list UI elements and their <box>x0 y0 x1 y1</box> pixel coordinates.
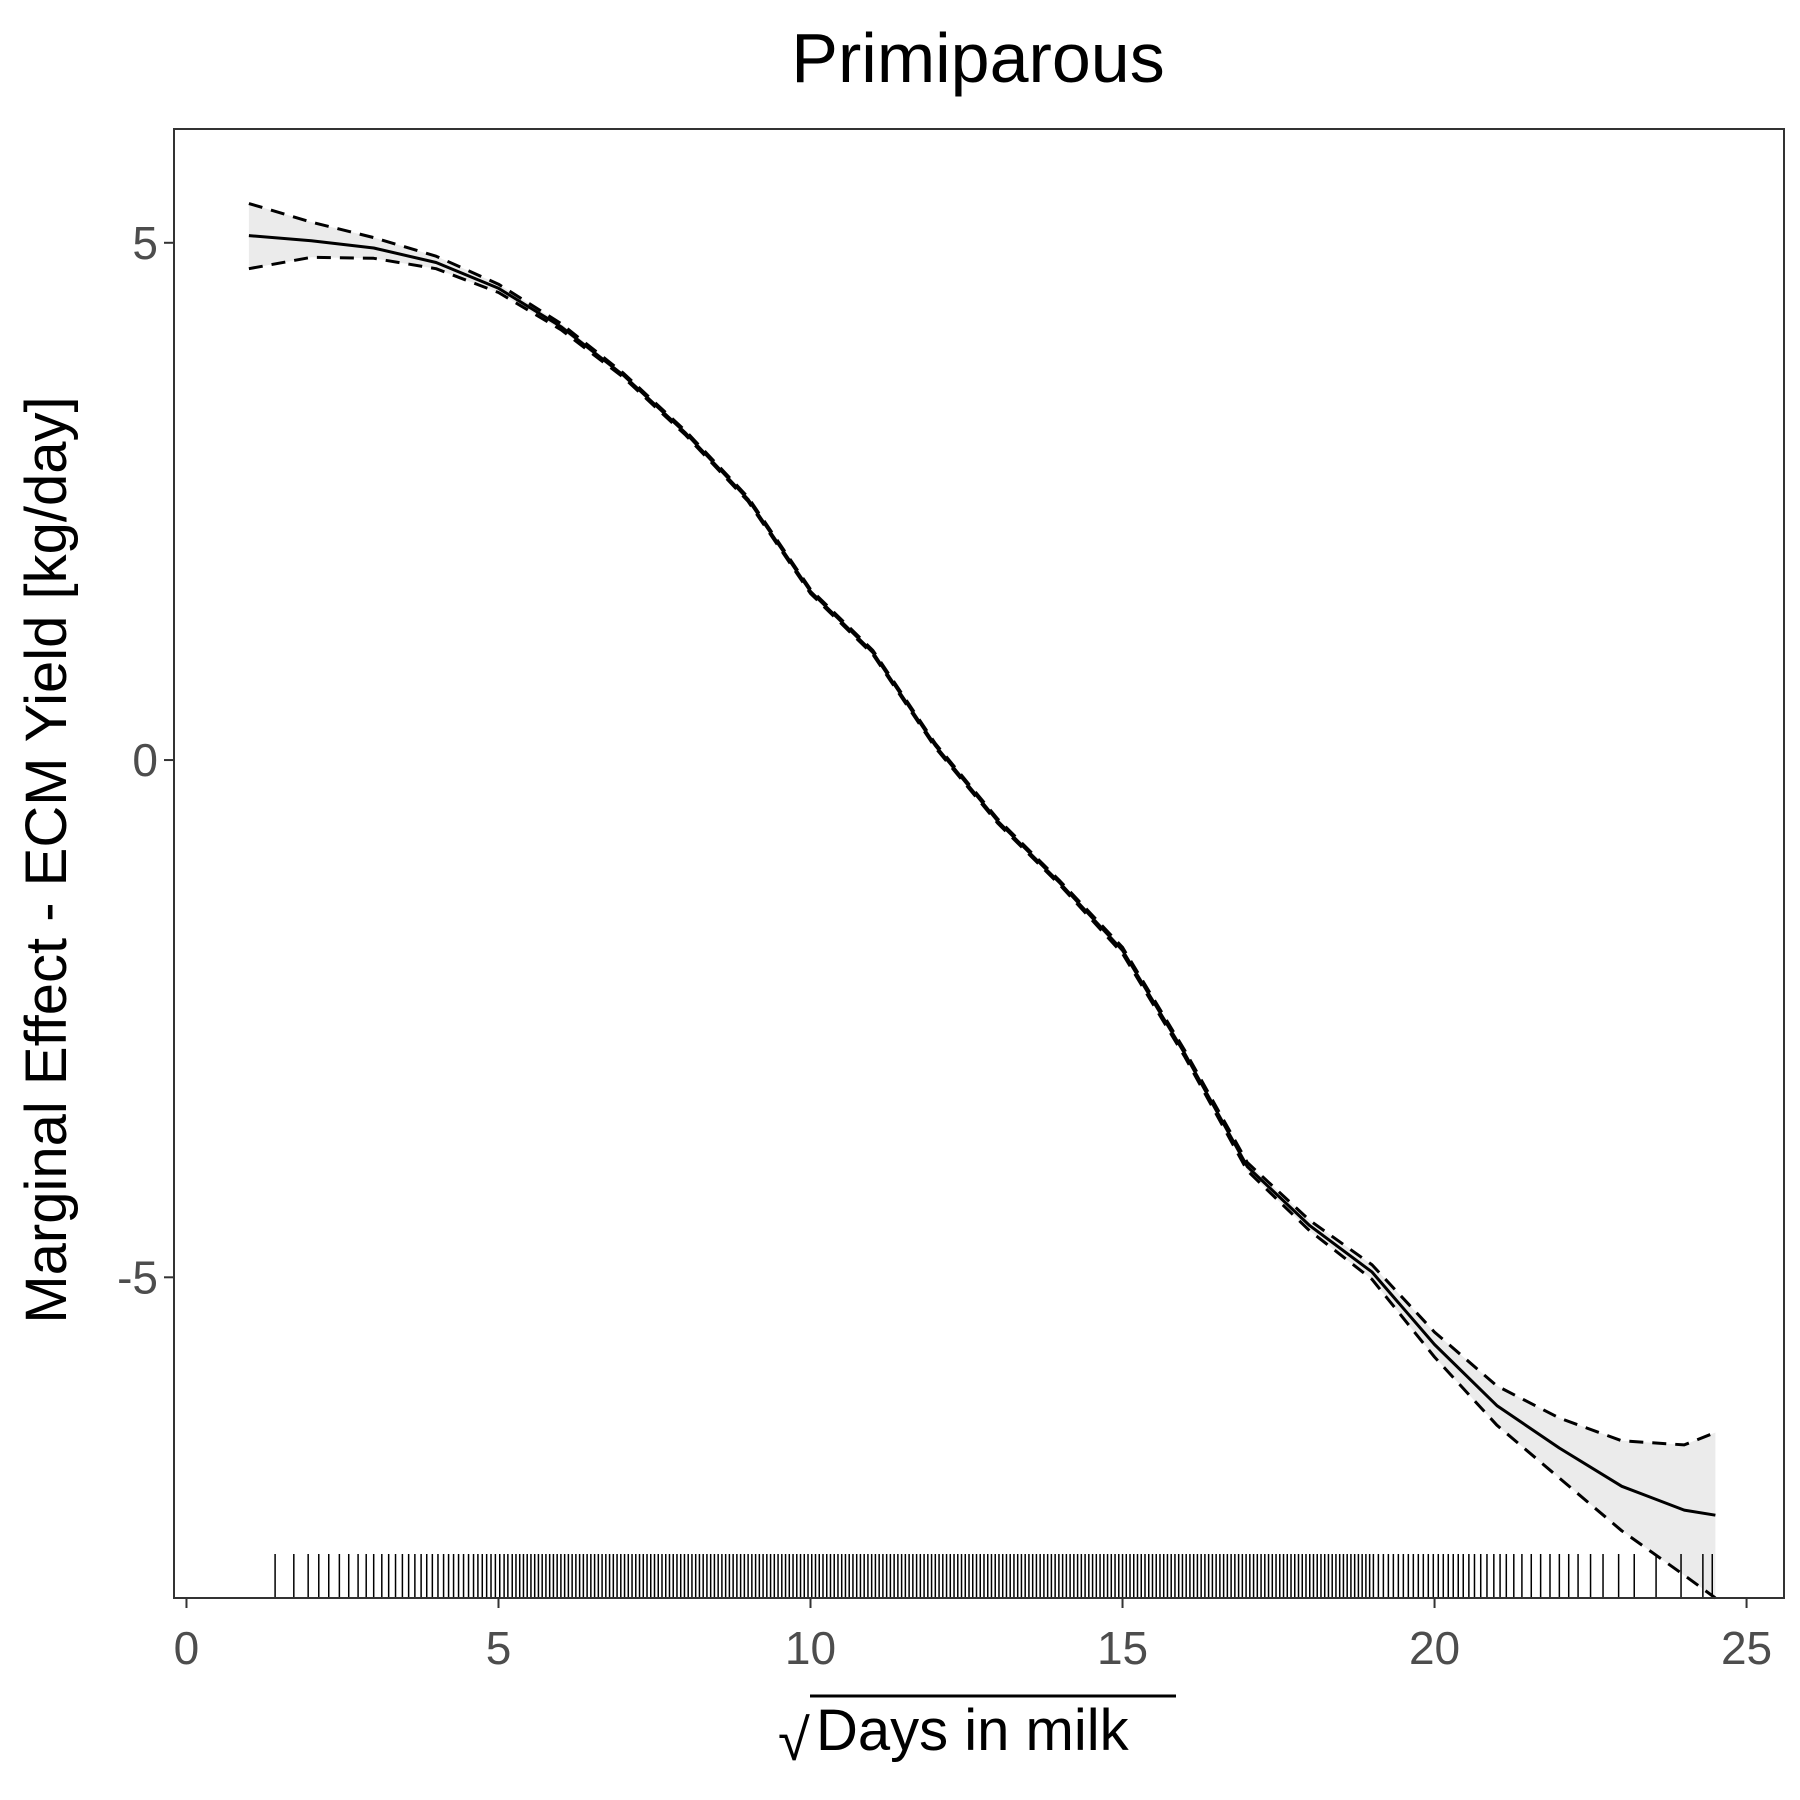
axes: 0 5 10 15 20 25 -5 0 5 <box>117 217 1772 1674</box>
plot-area <box>248 202 1717 1600</box>
y-tick-label: 0 <box>132 734 158 786</box>
y-tick-label: -5 <box>117 1251 158 1303</box>
series-line-upper <box>248 202 1716 1447</box>
y-axis-title: Marginal Effect - ECM Yield [kg/day] <box>14 396 79 1323</box>
x-tick-label: 0 <box>174 1622 200 1674</box>
confidence-band <box>248 203 1716 1598</box>
panel-border <box>173 128 1785 1599</box>
chart-title: Primiparous <box>791 19 1164 97</box>
x-tick-label: 15 <box>1097 1622 1148 1674</box>
x-axis-title: √ Days in milk <box>778 1694 1176 1773</box>
x-tick-label: 20 <box>1409 1622 1460 1674</box>
x-tick-label: 25 <box>1721 1622 1772 1674</box>
x-axis-title-text: Days in milk <box>816 1698 1130 1763</box>
rug-marks <box>274 1554 1713 1598</box>
x-tick-label: 10 <box>785 1622 836 1674</box>
sqrt-radical: √ <box>778 1708 810 1773</box>
y-tick-label: 5 <box>132 217 158 269</box>
x-tick-label: 5 <box>486 1622 512 1674</box>
series-line-lower <box>248 255 1717 1600</box>
